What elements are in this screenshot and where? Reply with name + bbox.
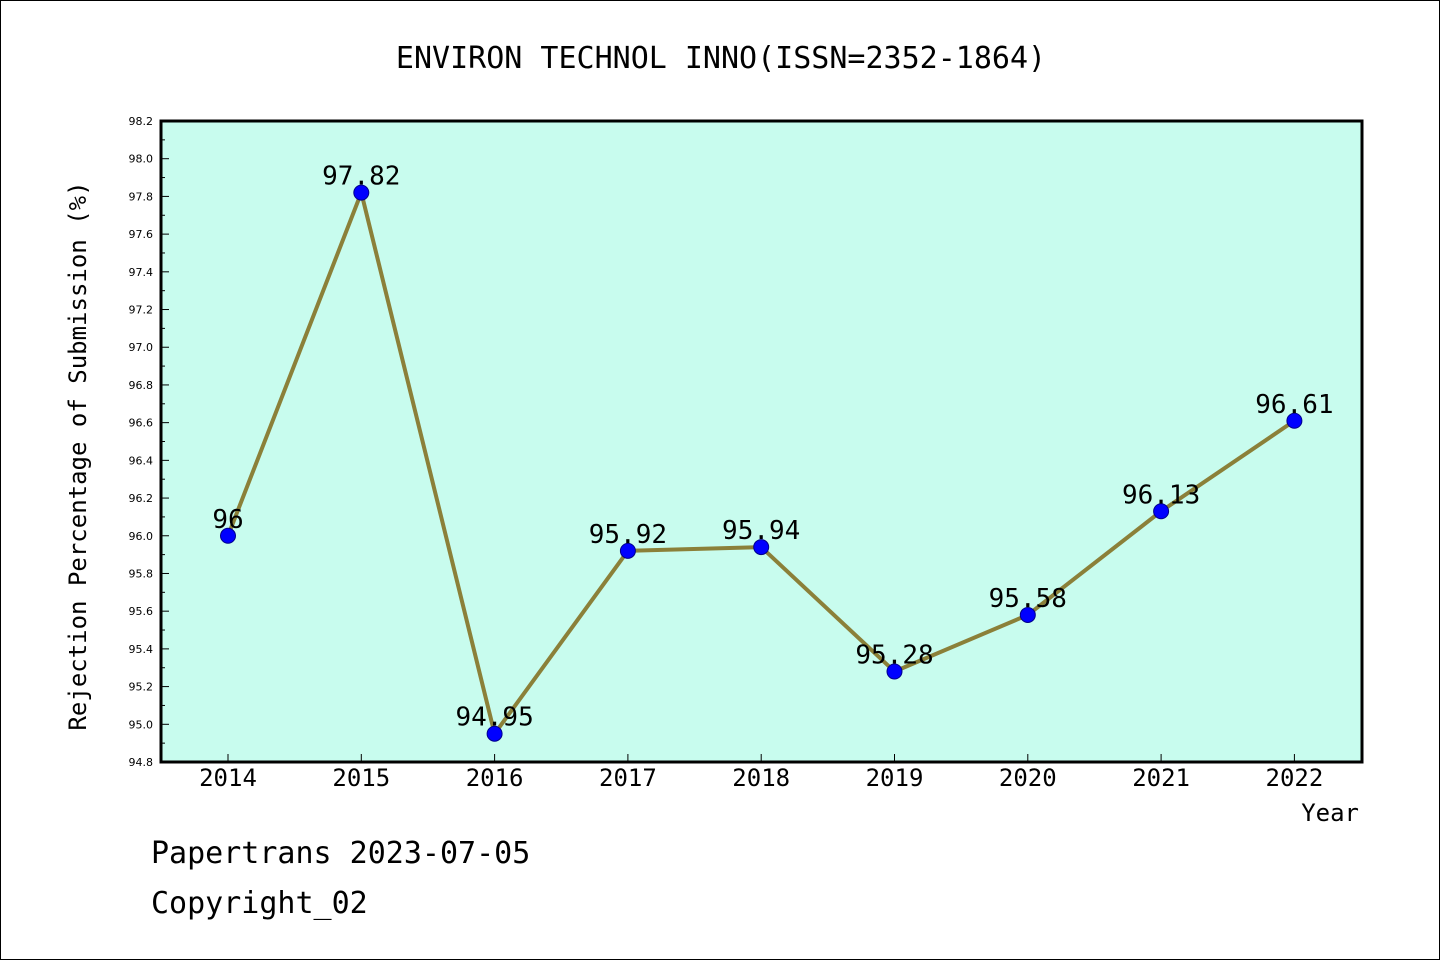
y-axis: 94.8 95.0 95.2 95.4 95.6 95.8 96.0 96.2 96.4 96.6…	[129, 115, 169, 769]
x-tick-label: 2018	[732, 764, 790, 792]
y-tick-label: 95.8	[129, 567, 154, 580]
y-tick-label: 95.2	[129, 681, 154, 694]
y-tick-label: 95.6	[129, 605, 154, 618]
data-point	[486, 725, 503, 742]
data-point	[886, 663, 903, 680]
x-axis-label: Year	[1301, 799, 1359, 827]
data-point	[1286, 412, 1303, 429]
footer-source: Papertrans 2023-07-05	[151, 836, 531, 871]
data-point	[353, 184, 370, 201]
data-point	[1153, 503, 1170, 520]
y-tick-label: 98.2	[129, 115, 154, 128]
x-tick-label: 2017	[599, 764, 657, 792]
plot-area	[159, 119, 1364, 764]
y-tick-label: 95.4	[129, 643, 154, 656]
y-tick-label: 97.4	[129, 266, 154, 279]
x-tick-label: 2019	[866, 764, 924, 792]
data-point	[753, 539, 770, 556]
y-tick-label: 97.2	[129, 304, 154, 317]
y-tick-label: 97.6	[129, 228, 154, 241]
data-label: 95.28	[855, 641, 933, 671]
x-tick-label: 2015	[332, 764, 390, 792]
y-tick-label: 96.0	[129, 530, 154, 543]
data-label: 95.58	[989, 584, 1067, 614]
data-point	[1019, 606, 1036, 623]
y-tick-label: 97.0	[129, 341, 154, 354]
x-axis: 2014 2015 2016 2017 2018 2019 2020 2021 2022	[199, 754, 1323, 792]
data-point	[220, 527, 236, 544]
x-tick-label: 2014	[199, 764, 257, 792]
chart-title: ENVIRON TECHNOL INNO(ISSN=2352-1864)	[396, 41, 1046, 76]
data-label: 96	[212, 505, 243, 535]
y-tick-label: 98.0	[129, 153, 154, 166]
y-tick-label: 96.4	[129, 454, 154, 467]
y-tick-label: 94.8	[129, 756, 154, 769]
data-label: 95.92	[589, 520, 667, 550]
y-tick-label: 96.2	[129, 492, 154, 505]
data-label: 94.95	[455, 703, 533, 733]
footer-copyright: Copyright_02	[151, 886, 368, 921]
series-group: 96 97.82 94.95 95.92 95.94 95.28 95.58 96.13 96.…	[212, 162, 1334, 742]
y-tick-label: 97.8	[129, 190, 154, 203]
x-tick-label: 2021	[1132, 764, 1190, 792]
y-tick-label: 95.0	[129, 718, 154, 731]
data-point	[619, 542, 636, 559]
x-tick-label: 2016	[466, 764, 524, 792]
y-tick-label: 96.8	[129, 379, 154, 392]
x-tick-label: 2022	[1266, 764, 1324, 792]
y-tick-label: 96.6	[129, 417, 154, 430]
data-label: 95.94	[722, 516, 800, 546]
data-label: 96.13	[1122, 480, 1200, 510]
data-label: 97.82	[322, 162, 400, 192]
y-axis-label: Rejection Percentage of Submission (%)	[64, 181, 92, 730]
x-tick-label: 2020	[999, 764, 1057, 792]
data-label: 96.61	[1255, 390, 1333, 420]
